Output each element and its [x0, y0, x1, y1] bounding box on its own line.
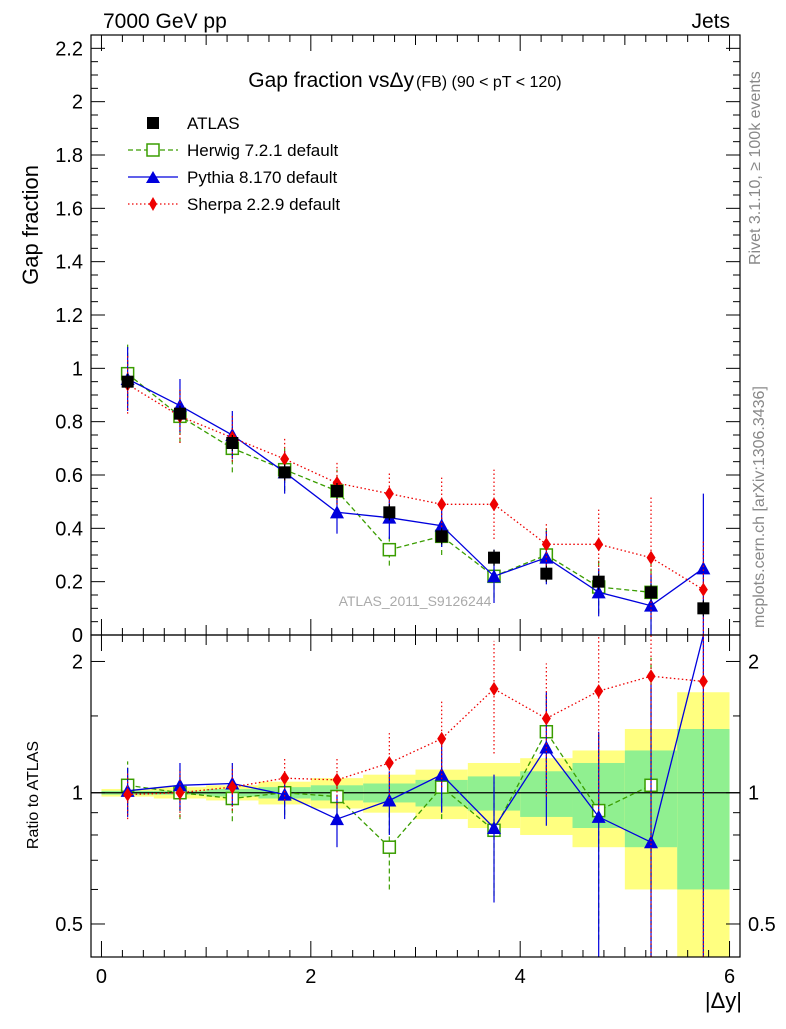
- main-y-tick-label: 0.2: [55, 572, 83, 594]
- rivet-version-label: Rivet 3.1.10, ≥ 100k events: [747, 71, 764, 265]
- main-data-point: [540, 567, 553, 580]
- main-data-point: [383, 506, 396, 519]
- main-pythia-point: [487, 569, 502, 583]
- ratio-pythia-point: [487, 821, 502, 835]
- ratio-sherpa-point: [489, 681, 499, 696]
- main-data-point: [330, 485, 343, 497]
- ratio-plot-frame: [90, 634, 741, 958]
- main-pythia-point: [329, 505, 344, 519]
- ratio-sherpa-point: [541, 711, 551, 726]
- legend-sherpa-marker: [149, 197, 157, 211]
- ratio-y-tick-label-right: 0.5: [748, 914, 776, 936]
- main-pythia-line: [127, 378, 704, 607]
- ratio-sherpa-point: [280, 771, 290, 786]
- main-data-point: [592, 575, 605, 588]
- main-y-tick-label: 1: [72, 358, 83, 380]
- ratio-pythia-point: [277, 787, 292, 801]
- main-y-tick-label: 0.8: [55, 412, 83, 434]
- ratio-pythia-point: [539, 740, 554, 754]
- ratio-sherpa-point: [437, 731, 447, 746]
- main-data-point: [173, 407, 186, 420]
- main-sherpa-point: [541, 537, 551, 552]
- main-sherpa-point: [280, 452, 290, 466]
- main-pythia-point: [644, 598, 659, 612]
- legend-herwig-marker: [146, 143, 160, 157]
- ratio-sherpa-point: [123, 787, 133, 802]
- legend-sherpa-label: Sherpa 2.2.9 default: [187, 195, 340, 214]
- ratio-sherpa-point: [227, 780, 237, 795]
- main-title: Gap fraction vsΔy: [248, 69, 414, 92]
- main-y-tick-label: 2: [72, 92, 83, 114]
- x-tick-label: 0: [96, 966, 107, 988]
- main-y-tick-label: 1.4: [55, 252, 83, 274]
- header-left: 7000 GeV pp: [103, 10, 227, 33]
- main-sherpa-point: [384, 486, 394, 501]
- ratio-pythia-line: [127, 634, 705, 844]
- main-sherpa-point: [437, 497, 447, 512]
- main-y-tick-label: 1.6: [55, 198, 83, 220]
- mcplots-label: mcplots.cern.ch [arXiv:1306.3436]: [751, 386, 768, 628]
- main-sherpa-point: [646, 550, 656, 565]
- main-herwig-point: [382, 542, 397, 557]
- analysis-id-label: ATLAS_2011_S9126244: [339, 593, 492, 609]
- main-data-point: [488, 551, 501, 564]
- legend: ATLAS Herwig 7.2.1 default Pythia 8.170 …: [128, 114, 340, 214]
- legend-herwig-label: Herwig 7.2.1 default: [187, 141, 338, 160]
- ratio-y-tick-label-right: 2: [748, 651, 759, 673]
- main-y-axis-label: Gap fraction: [18, 165, 43, 285]
- main-pythia-point: [591, 585, 606, 599]
- ratio-pythia-point: [591, 809, 606, 823]
- ratio-panel: 0.5 0.5 1 1 2 2 0 2 4 6 Ratio to ATLAS |Δy|: [25, 634, 776, 1013]
- x-tick-label: 6: [724, 966, 735, 988]
- ratio-sherpa-point: [175, 785, 185, 800]
- ratio-y-tick-label-left: 2: [72, 651, 83, 673]
- ratio-y-tick-label-left: 1: [72, 783, 83, 805]
- main-data-point: [645, 586, 658, 599]
- legend-atlas-label: ATLAS: [187, 114, 240, 133]
- main-sherpa-point: [489, 497, 499, 512]
- main-pythia-point: [696, 561, 711, 575]
- ratio-y-axis-label: Ratio to ATLAS: [25, 741, 42, 849]
- main-title-sub: (FB) (90 < pT < 120): [416, 74, 562, 91]
- x-axis-label: |Δy|: [705, 988, 742, 1013]
- main-sherpa-point: [698, 582, 708, 597]
- ratio-sherpa-point: [646, 669, 656, 684]
- main-y-tick-label: 2.2: [55, 38, 83, 60]
- main-panel: 0 0.2 0.4 0.6 0.8 1 1.2 1.4 1.6 1.8 2 2.2 Gap fract…: [18, 34, 741, 647]
- ratio-sherpa-point: [594, 684, 604, 699]
- ratio-sherpa-point: [332, 772, 342, 787]
- legend-pythia-label: Pythia 8.170 default: [187, 168, 338, 187]
- main-sherpa-point: [594, 537, 604, 552]
- ratio-pythia-point: [329, 812, 344, 826]
- ratio-sherpa-point: [698, 674, 708, 689]
- main-data-point: [226, 437, 239, 449]
- main-y-tick-label: 1.2: [55, 305, 83, 327]
- main-y-tick-label: 0.6: [55, 465, 83, 487]
- ratio-sherpa-point: [384, 755, 394, 770]
- ratio-y-tick-label-right: 1: [748, 783, 759, 805]
- main-y-tick-label: 0: [72, 625, 83, 647]
- header-right: Jets: [691, 10, 730, 33]
- legend-atlas-marker: [147, 117, 159, 129]
- ratio-herwig-point: [382, 840, 397, 854]
- main-data-point: [435, 530, 448, 543]
- main-data-point: [697, 602, 710, 615]
- ratio-pythia-point: [382, 793, 397, 807]
- ratio-sherpa-line: [127, 675, 704, 796]
- legend-pythia-marker: [146, 171, 160, 183]
- main-data-point: [121, 375, 134, 388]
- main-pythia-point: [434, 518, 449, 532]
- ratio-pythia-point: [644, 835, 659, 849]
- main-sherpa-line: [127, 383, 704, 591]
- main-y-tick-label: 0.4: [55, 518, 83, 540]
- main-data-point: [278, 466, 291, 479]
- ratio-y-tick-label-left: 0.5: [55, 914, 83, 936]
- x-tick-label: 4: [515, 966, 526, 988]
- main-y-tick-label: 1.8: [55, 145, 83, 167]
- x-tick-label: 2: [305, 966, 316, 988]
